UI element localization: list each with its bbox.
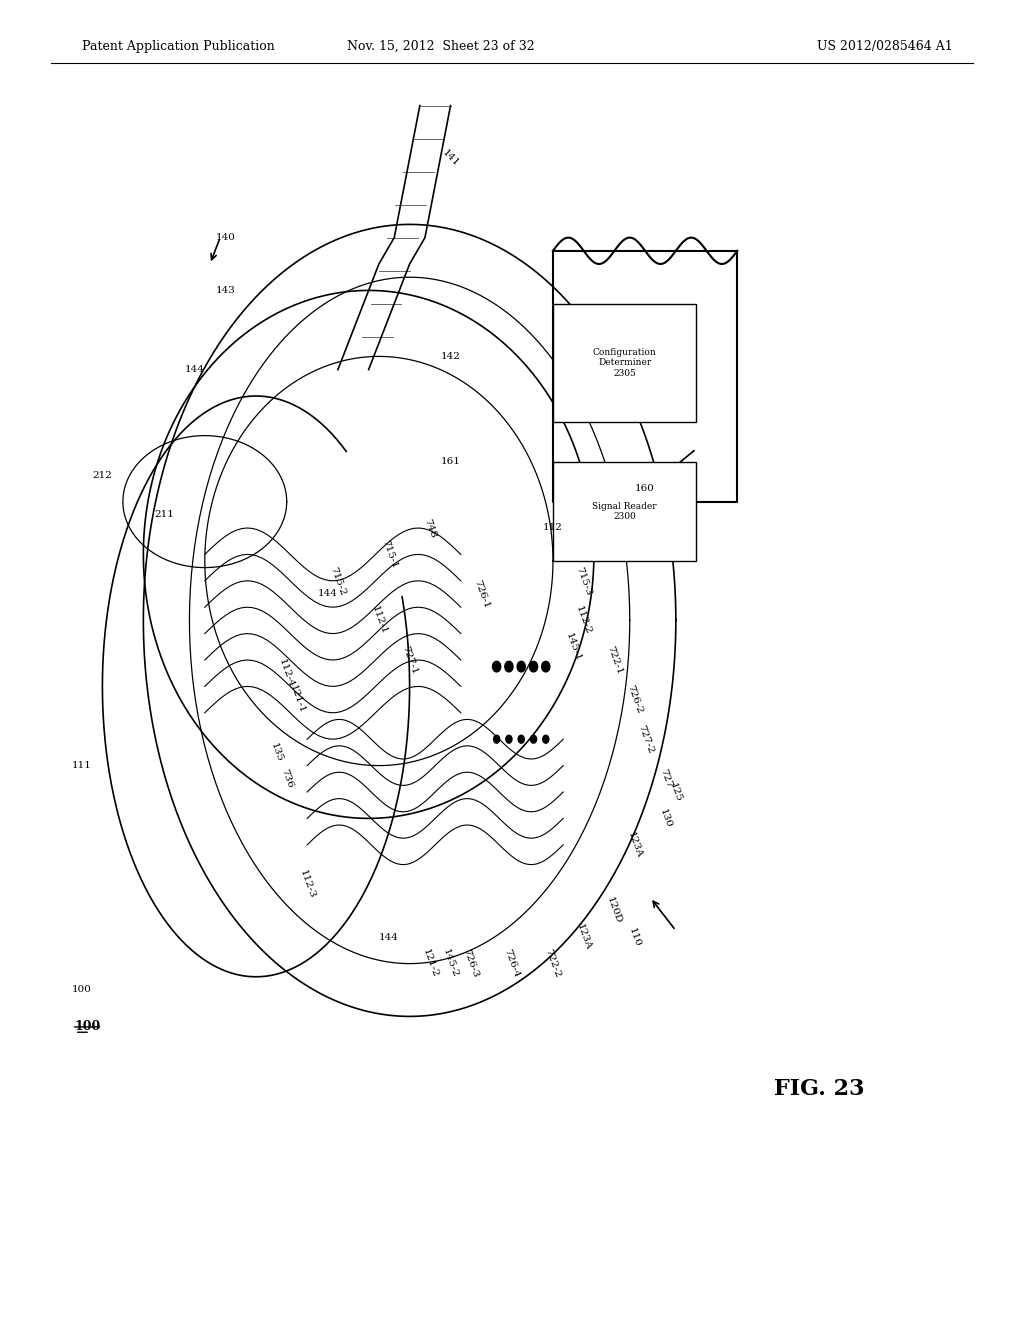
Circle shape: [517, 661, 525, 672]
FancyBboxPatch shape: [553, 304, 696, 422]
Text: 130: 130: [658, 808, 673, 829]
Circle shape: [494, 735, 500, 743]
Text: 120D: 120D: [605, 896, 624, 925]
Text: 110: 110: [628, 927, 642, 948]
Text: 123A: 123A: [574, 923, 593, 952]
Text: 112-2: 112-2: [574, 605, 593, 636]
Circle shape: [529, 661, 538, 672]
Text: 722-1: 722-1: [605, 644, 624, 676]
Text: 726-3: 726-3: [462, 948, 480, 979]
Text: 161: 161: [440, 458, 461, 466]
Text: 144: 144: [379, 933, 399, 941]
Circle shape: [530, 735, 537, 743]
Text: 111: 111: [72, 762, 92, 770]
Text: 726-2: 726-2: [626, 684, 644, 715]
Text: 715-1: 715-1: [380, 539, 398, 570]
Text: Patent Application Publication: Patent Application Publication: [82, 40, 274, 53]
Text: 727-2: 727-2: [636, 723, 654, 755]
Text: 160: 160: [635, 484, 655, 492]
Text: FIG. 23: FIG. 23: [774, 1078, 864, 1100]
Text: 143: 143: [215, 286, 236, 294]
Text: 727-1: 727-1: [400, 644, 419, 676]
Text: 121-1: 121-1: [288, 684, 306, 715]
Circle shape: [518, 735, 524, 743]
Circle shape: [542, 661, 550, 672]
Text: 142: 142: [440, 352, 461, 360]
Text: 112-1: 112-1: [370, 605, 388, 636]
Text: US 2012/0285464 A1: US 2012/0285464 A1: [816, 40, 952, 53]
Text: 100: 100: [72, 986, 92, 994]
Text: 145-1: 145-1: [564, 631, 583, 663]
Text: 144: 144: [184, 366, 205, 374]
Text: 726-4: 726-4: [503, 948, 521, 979]
FancyBboxPatch shape: [553, 462, 696, 561]
Text: 722-2: 722-2: [544, 948, 562, 979]
Circle shape: [505, 661, 513, 672]
Text: 736: 736: [280, 768, 294, 789]
Text: 212: 212: [92, 471, 113, 479]
Circle shape: [543, 735, 549, 743]
Text: 748: 748: [423, 517, 437, 539]
Text: 715-2: 715-2: [329, 565, 347, 597]
Text: Nov. 15, 2012  Sheet 23 of 32: Nov. 15, 2012 Sheet 23 of 32: [346, 40, 535, 53]
Text: 140: 140: [215, 234, 236, 242]
Text: 112-4: 112-4: [278, 657, 296, 689]
Circle shape: [493, 661, 501, 672]
Text: 112-3: 112-3: [298, 869, 316, 900]
Text: 121-2: 121-2: [421, 948, 439, 979]
Text: 125: 125: [669, 781, 683, 803]
Text: 726-1: 726-1: [472, 578, 490, 610]
Text: 145-2: 145-2: [441, 948, 460, 979]
Text: 727: 727: [658, 768, 673, 789]
Text: 123A: 123A: [626, 830, 644, 859]
Text: Configuration
Determiner
2305: Configuration Determiner 2305: [593, 348, 656, 378]
Text: 141: 141: [440, 148, 461, 169]
Text: 100: 100: [75, 1020, 101, 1034]
Text: 715-3: 715-3: [574, 565, 593, 597]
Text: 144: 144: [317, 590, 338, 598]
Text: 135: 135: [269, 742, 284, 763]
Text: Signal Reader
2300: Signal Reader 2300: [592, 502, 657, 521]
Circle shape: [506, 735, 512, 743]
Text: 112: 112: [543, 524, 563, 532]
Text: 211: 211: [154, 511, 174, 519]
